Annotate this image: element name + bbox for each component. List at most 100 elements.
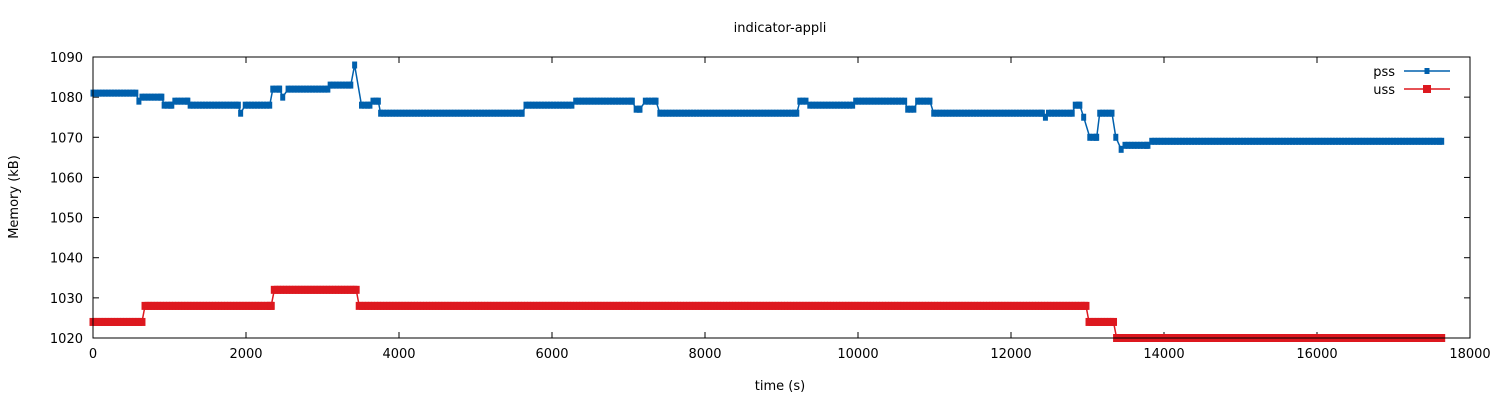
pss-point xyxy=(1366,137,1372,145)
pss-point xyxy=(579,97,585,105)
pss-point xyxy=(1406,137,1412,145)
pss-point xyxy=(1305,137,1311,145)
pss-point xyxy=(1415,137,1421,145)
pss-point xyxy=(390,109,396,117)
pss-point xyxy=(625,97,631,105)
pss-point xyxy=(902,97,908,105)
pss-point xyxy=(316,85,322,93)
pss-point xyxy=(145,93,151,101)
pss-point xyxy=(175,97,181,105)
pss-point xyxy=(681,109,687,117)
pss-point xyxy=(606,97,612,105)
pss-point xyxy=(1433,137,1439,145)
pss-point xyxy=(342,81,348,89)
pss-point xyxy=(297,85,303,93)
pss-point xyxy=(952,109,958,117)
pss-point xyxy=(1049,109,1055,117)
pss-point xyxy=(1064,109,1070,117)
pss-point xyxy=(1400,137,1406,145)
x-tick-label: 10000 xyxy=(837,347,878,362)
pss-point xyxy=(206,101,212,109)
pss-point xyxy=(473,109,478,117)
pss-point xyxy=(1032,109,1038,117)
pss-point xyxy=(594,97,600,105)
pss-point xyxy=(1039,109,1045,117)
pss-point xyxy=(856,97,862,105)
y-tick-label: 1020 xyxy=(50,332,83,347)
pss-point xyxy=(538,101,544,109)
pss-point xyxy=(1357,137,1363,145)
x-axis-label: time (s) xyxy=(755,379,805,394)
pss-point xyxy=(736,109,742,117)
pss-point xyxy=(653,97,659,105)
pss-point xyxy=(1397,137,1403,145)
pss-point xyxy=(325,85,331,93)
pss-point xyxy=(770,109,776,117)
pss-point xyxy=(958,109,964,117)
pss-point xyxy=(551,101,557,109)
pss-point xyxy=(1250,137,1256,145)
pss-point xyxy=(1418,137,1424,145)
pss-point xyxy=(943,109,949,117)
pss-point xyxy=(463,109,469,117)
pss-point xyxy=(727,109,733,117)
pss-point xyxy=(1164,137,1170,145)
pss-point xyxy=(381,109,387,117)
pss-point xyxy=(1007,109,1013,117)
pss-point xyxy=(500,109,506,117)
pss-point xyxy=(1332,137,1338,145)
pss-point xyxy=(99,89,105,97)
pss-point xyxy=(675,109,681,117)
pss-point xyxy=(1094,133,1100,141)
pss-point xyxy=(202,101,208,109)
pss-point xyxy=(831,101,837,109)
pss-point xyxy=(199,101,205,109)
x-tick-label: 8000 xyxy=(688,347,721,362)
pss-point xyxy=(1087,133,1093,141)
pss-point xyxy=(1013,109,1019,117)
pss-point xyxy=(378,109,384,117)
pss-point xyxy=(212,101,218,109)
pss-point xyxy=(1244,137,1250,145)
pss-point xyxy=(797,97,803,105)
pss-point xyxy=(946,109,952,117)
pss-point xyxy=(840,101,846,109)
pss-point xyxy=(529,101,535,109)
pss-point xyxy=(776,109,782,117)
pss-point xyxy=(414,109,420,117)
pss-point xyxy=(1271,137,1277,145)
pss-point xyxy=(1338,137,1344,145)
x-tick-label: 6000 xyxy=(535,347,568,362)
pss-point xyxy=(1421,137,1427,145)
pss-point xyxy=(172,97,178,105)
pss-point xyxy=(576,97,582,105)
pss-point xyxy=(485,109,491,117)
pss-point xyxy=(396,109,402,117)
pss-point xyxy=(1081,113,1087,121)
pss-point xyxy=(877,97,883,105)
pss-point xyxy=(718,109,724,117)
chart-title: indicator-appli xyxy=(734,21,827,36)
pss-point xyxy=(813,101,819,109)
pss-point xyxy=(118,89,124,97)
pss-point xyxy=(451,109,457,117)
series-uss xyxy=(89,285,1446,342)
pss-point xyxy=(1176,137,1182,145)
pss-point xyxy=(616,97,622,105)
pss-point xyxy=(1158,137,1164,145)
pss-point xyxy=(1228,137,1234,145)
pss-point xyxy=(121,89,127,97)
pss-point xyxy=(238,109,244,117)
pss-point xyxy=(1238,137,1243,145)
pss-point xyxy=(185,97,191,105)
pss-point xyxy=(967,109,973,117)
pss-point xyxy=(420,109,426,117)
pss-point xyxy=(785,109,791,117)
pss-point xyxy=(657,109,663,117)
pss-point xyxy=(886,97,892,105)
pss-point xyxy=(181,97,187,105)
y-tick-label: 1050 xyxy=(50,212,83,227)
pss-point xyxy=(622,97,628,105)
pss-point xyxy=(1234,137,1240,145)
legend-label-uss: uss xyxy=(1373,83,1395,98)
